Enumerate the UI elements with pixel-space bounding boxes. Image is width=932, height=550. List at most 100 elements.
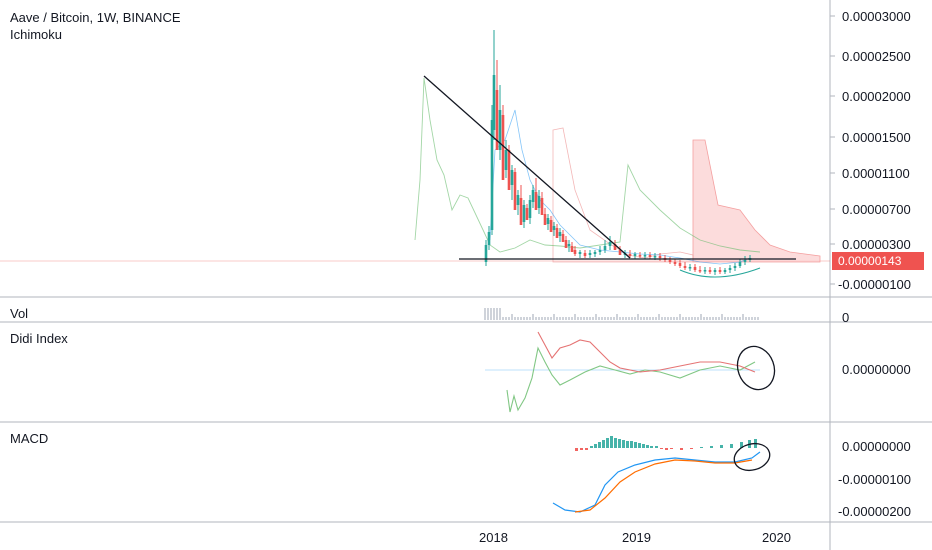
volume-bar <box>724 317 726 320</box>
volume-bar <box>655 317 657 320</box>
volume-bar <box>709 317 711 320</box>
price-tick: -0.00000100 <box>838 277 912 292</box>
candle-body <box>513 172 517 210</box>
candle-body <box>555 228 559 238</box>
volume-bars <box>484 308 759 320</box>
volume-bar <box>646 317 648 320</box>
volume-bar <box>496 308 498 320</box>
volume-bar <box>550 317 552 320</box>
candle-body <box>658 256 662 258</box>
volume-bar <box>487 308 489 320</box>
macd-tick: -0.00000100 <box>838 472 912 487</box>
time-tick: 2020 <box>762 530 791 545</box>
volume-bar <box>499 308 501 320</box>
macd-histogram-bar <box>720 445 723 448</box>
candle-body <box>643 255 647 257</box>
volume-bar <box>628 317 630 320</box>
macd-histogram-bar <box>598 442 601 448</box>
volume-bar <box>754 317 756 320</box>
candle-body <box>504 150 508 170</box>
macd-tick: -0.00000200 <box>838 504 912 519</box>
rounding-bottom-arc[interactable] <box>679 267 761 278</box>
macd-histogram-bar <box>602 440 605 448</box>
macd-histogram-bar <box>650 446 653 448</box>
candle-body <box>688 267 692 269</box>
volume-bar <box>685 317 687 320</box>
macd-histogram-bar <box>710 446 713 448</box>
didi-highlight-circle[interactable] <box>732 341 781 395</box>
candle-body <box>578 252 582 254</box>
macd-histogram-bar <box>585 448 588 450</box>
volume-bar <box>703 317 705 320</box>
candle-body <box>648 255 652 257</box>
candle-body <box>573 250 577 254</box>
macd-highlight-circle[interactable] <box>731 440 773 474</box>
candle-body <box>522 205 526 222</box>
volume-bar <box>670 317 672 320</box>
candle-body <box>638 255 642 257</box>
volume-bar <box>640 317 642 320</box>
candle-body <box>501 115 505 180</box>
volume-bar <box>538 317 540 320</box>
volume-bar <box>625 317 627 320</box>
candle-body <box>528 200 532 218</box>
macd-histogram-bar <box>655 446 658 448</box>
volume-bar <box>733 317 735 320</box>
macd-line <box>552 451 761 513</box>
vol-pane-label[interactable]: Vol <box>10 306 29 321</box>
volume-bar <box>601 317 603 320</box>
candle-body <box>525 208 529 220</box>
volume-bar <box>517 317 519 320</box>
volume-bar <box>643 317 645 320</box>
volume-bar <box>715 317 717 320</box>
candle-body <box>693 267 697 270</box>
symbol-title[interactable]: Aave / Bitcoin, 1W, BINANCE <box>10 10 181 25</box>
volume-bar <box>736 317 738 320</box>
candle-body <box>558 232 562 236</box>
volume-bar <box>598 317 600 320</box>
volume-bar <box>484 308 486 320</box>
macd-histogram-bar <box>606 438 609 448</box>
volume-bar <box>613 317 615 320</box>
candle-body <box>698 270 702 272</box>
volume-bar <box>535 317 537 320</box>
candle-body <box>537 196 541 208</box>
indicator-label[interactable]: Ichimoku <box>10 27 63 42</box>
descending-trendline[interactable] <box>423 75 631 259</box>
macd-histogram-bar <box>642 444 645 448</box>
volume-bar <box>664 317 666 320</box>
macd-tick: 0.00000000 <box>842 439 911 454</box>
volume-bar <box>583 317 585 320</box>
volume-bar <box>694 317 696 320</box>
time-tick: 2019 <box>622 530 651 545</box>
last-price-tag: 0.00000143 <box>832 252 924 270</box>
candle-body <box>618 250 622 255</box>
volume-bar <box>658 314 660 320</box>
price-tick: 0.00002500 <box>842 49 911 64</box>
volume-bar <box>547 317 549 320</box>
macd-pane-label[interactable]: MACD <box>10 431 49 446</box>
candle-body <box>492 75 496 130</box>
didi-pane-label[interactable]: Didi Index <box>10 331 68 346</box>
candle-body <box>653 256 657 258</box>
macd-histogram-bar <box>626 441 629 448</box>
candle-body <box>495 90 499 150</box>
volume-bar <box>595 314 597 320</box>
volume-bar <box>493 308 495 320</box>
volume-bar <box>529 317 531 320</box>
volume-bar <box>541 317 543 320</box>
didi-slow-line <box>537 331 756 373</box>
volume-bar <box>559 317 561 320</box>
macd-histogram-bar <box>594 444 597 448</box>
volume-bar <box>679 314 681 320</box>
volume-bar <box>568 317 570 320</box>
signal-line <box>574 459 753 513</box>
didi-fast-line <box>506 346 756 413</box>
volume-bar <box>577 317 579 320</box>
macd-histogram-bar <box>610 436 613 448</box>
ichimoku-cloud <box>692 139 821 263</box>
volume-bar <box>634 317 636 320</box>
volume-bar <box>667 317 669 320</box>
lagging-span <box>414 77 761 253</box>
